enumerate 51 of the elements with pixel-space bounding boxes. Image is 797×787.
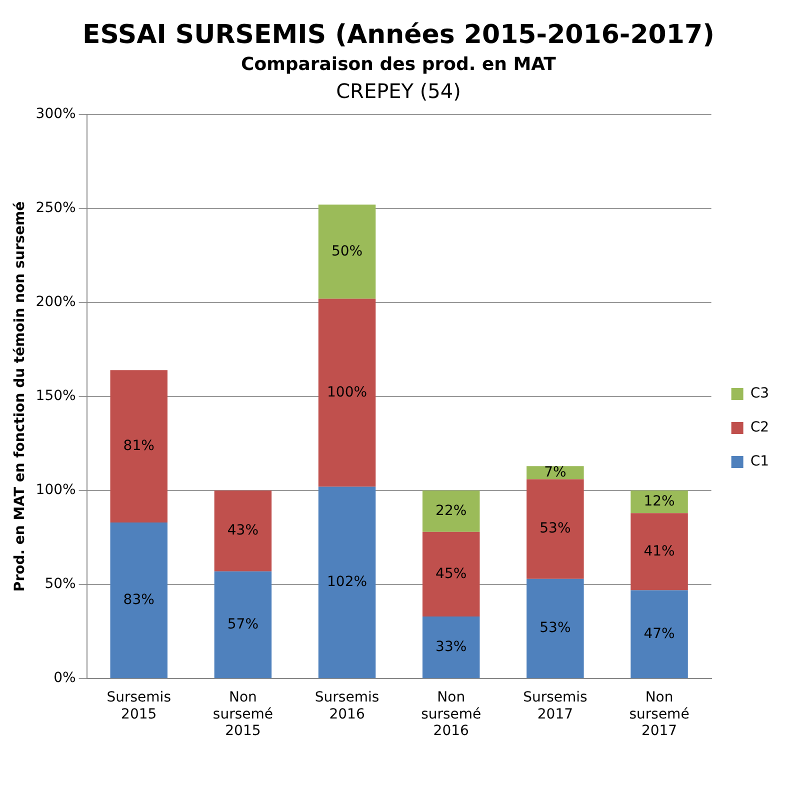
y-axis-title: Prod. en MAT en fonction du témoin non sursemé <box>12 201 28 592</box>
data-label: 53% <box>540 620 571 636</box>
bar <box>630 513 688 590</box>
text: CREPEY (54) <box>335 79 462 103</box>
data-label: 100% <box>327 384 368 400</box>
data-label: 43% <box>227 522 259 539</box>
y-tick-label: 150% <box>36 388 76 404</box>
x-tick-label: Sursemis 2017 <box>523 690 588 722</box>
data-label: 50% <box>331 243 363 260</box>
bar <box>630 590 688 678</box>
data-label: 83% <box>123 592 154 608</box>
bar <box>526 479 584 579</box>
bar <box>318 204 376 299</box>
bar <box>318 486 376 678</box>
data-label: 53% <box>540 520 571 537</box>
chart-title: ESSAI SURSEMIS (Années 2015-2016-2017) <box>82 20 716 50</box>
data-label: 7% <box>544 464 566 480</box>
x-tick-label: Non sursemé 2015 <box>212 690 273 740</box>
x-tick-label: Non sursemé 2016 <box>421 690 482 740</box>
bar <box>110 522 168 678</box>
bar <box>422 616 480 678</box>
bar <box>214 490 272 572</box>
y-tick-label: 200% <box>36 294 76 310</box>
bar <box>630 490 688 514</box>
data-label: 81% <box>123 438 154 454</box>
data-label: 47% <box>644 626 675 642</box>
legend-label: C3 <box>750 386 770 402</box>
data-label: 12% <box>644 493 675 510</box>
data-label: 33% <box>436 638 467 655</box>
x-tick-label: Sursemis 2015 <box>106 690 171 722</box>
y-tick-label: 300% <box>36 106 76 122</box>
legend-label: C1 <box>750 454 770 470</box>
legend-label: C2 <box>750 420 770 436</box>
bar <box>422 532 480 617</box>
data-label: 22% <box>436 502 467 519</box>
bar <box>318 298 376 487</box>
y-tick-label: 100% <box>36 482 76 498</box>
bar <box>214 571 272 678</box>
y-tick-label: 0% <box>54 670 76 686</box>
data-label: 45% <box>436 566 467 582</box>
data-label: 41% <box>644 543 675 560</box>
y-tick-label: 50% <box>44 576 76 592</box>
data-label: 57% <box>227 616 259 632</box>
bar <box>526 578 584 678</box>
chart-subtitle: Comparaison des prod. en MAT <box>240 54 557 75</box>
x-tick-label: Non sursemé 2017 <box>629 690 690 740</box>
bar <box>422 490 480 532</box>
bar <box>110 370 168 523</box>
data-label: 102% <box>327 574 368 590</box>
y-tick-label: 250% <box>36 200 76 216</box>
x-tick-label: Sursemis 2016 <box>314 690 380 722</box>
